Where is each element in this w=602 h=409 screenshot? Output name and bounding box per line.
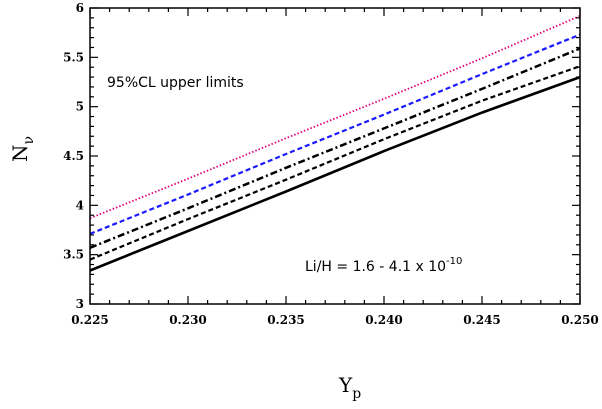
y-tick-label: 5	[76, 100, 84, 114]
ticks-layer: 0.225 0.230 0.235 0.240 0.245 0.250 3 3.5 4 4.5 5 5…	[63, 1, 599, 327]
series-line-1	[89, 15, 581, 220]
x-axis-title-main: Y	[338, 373, 353, 397]
series-line-3	[89, 47, 581, 249]
y-tick-label: 4	[76, 198, 84, 212]
y-tick-label: 3.5	[63, 248, 84, 262]
series-line-2	[89, 33, 581, 235]
y-axis-title-main: N	[8, 145, 32, 163]
series-line-5	[89, 75, 581, 272]
x-tick-label: 0.235	[267, 313, 305, 327]
y-tick-label: 4.5	[63, 149, 84, 163]
y-tick-label: 6	[76, 1, 84, 15]
x-tick-label: 0.225	[71, 313, 109, 327]
y-axis-title-sub: ν	[21, 136, 37, 145]
series-layer	[89, 15, 581, 272]
series-line-4	[89, 65, 581, 261]
x-axis-title-sub: p	[352, 386, 361, 402]
y-tick-label: 5.5	[63, 50, 84, 64]
x-tick-label: 0.230	[169, 313, 207, 327]
x-tick-label: 0.240	[365, 313, 403, 327]
annotation-upper-limits: 95%CL upper limits	[107, 75, 244, 91]
x-axis-title: Yp	[338, 373, 361, 402]
annotation-li-h-text: Li/H = 1.6 - 4.1 x 10	[305, 259, 446, 275]
x-tick-label: 0.245	[463, 313, 501, 327]
x-tick-label: 0.250	[561, 313, 599, 327]
y-tick-label: 3	[76, 297, 84, 311]
annotation-li-h-exponent: -10	[446, 256, 462, 267]
y-axis-title: Nν	[8, 136, 37, 162]
annotation-li-h: Li/H = 1.6 - 4.1 x 10-10	[305, 256, 462, 275]
